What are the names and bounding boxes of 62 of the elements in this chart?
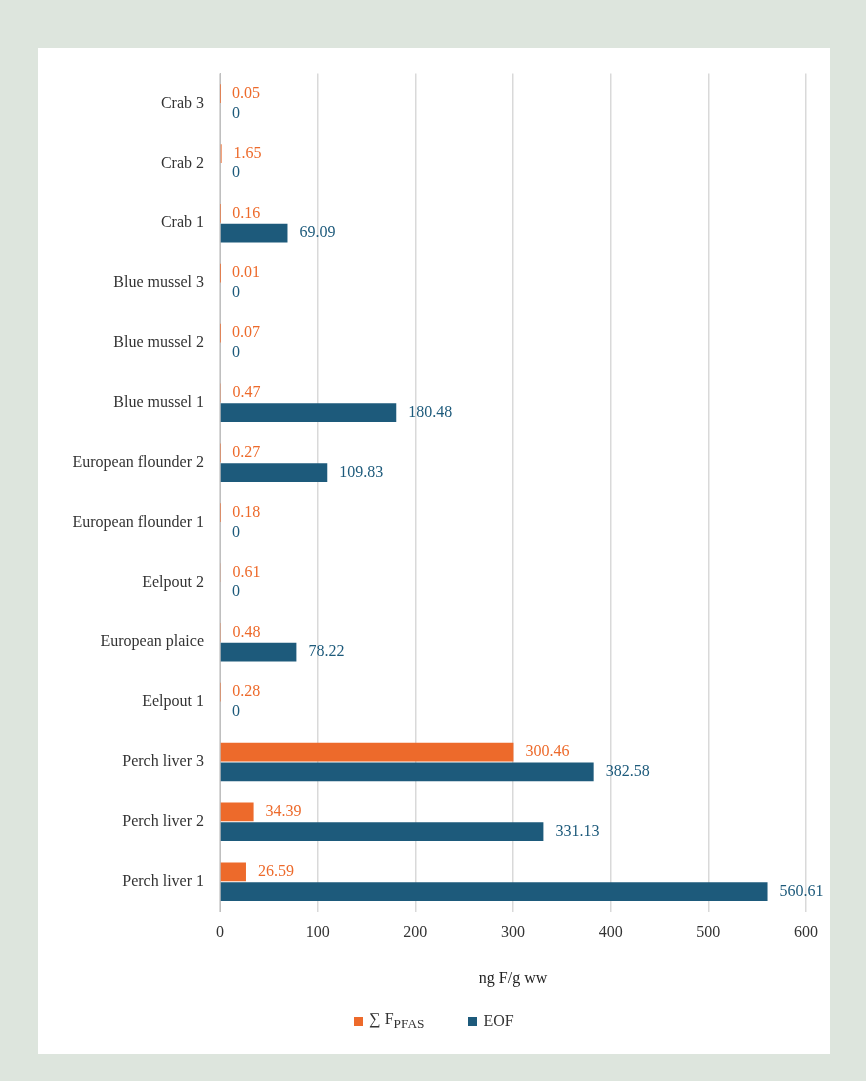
legend-label: ∑ F$_{PFAS}$ [369, 1010, 425, 1033]
bar [220, 463, 328, 482]
bar [220, 882, 768, 901]
data-label: 0.47 [232, 383, 261, 401]
y-tick-label: Crab 2 [160, 153, 204, 171]
data-label: 382.58 [605, 762, 650, 780]
y-tick-label: Crab 1 [160, 213, 204, 231]
y-tick-label: Perch liver 1 [122, 871, 204, 889]
data-label: 1.65 [233, 143, 262, 161]
data-label: 69.09 [299, 223, 336, 241]
data-label: 34.39 [265, 802, 302, 820]
y-tick-label: Perch liver 3 [122, 752, 204, 770]
data-label: 0.18 [232, 502, 261, 520]
data-label: 0.16 [232, 203, 261, 221]
data-label: 0.27 [232, 443, 261, 460]
data-label: 0.05 [232, 83, 261, 101]
data-label: 180.48 [408, 402, 453, 420]
x-tick-label: 200 [403, 923, 428, 941]
data-label: 109.83 [339, 462, 384, 480]
y-tick-label: Eelpout 1 [142, 692, 204, 711]
data-label: 78.22 [308, 642, 345, 660]
x-tick-label: 400 [598, 923, 623, 941]
x-tick-label: 600 [794, 923, 818, 941]
data-label: 0 [232, 283, 240, 301]
bar [220, 223, 288, 243]
data-label: 0 [232, 163, 240, 181]
y-tick-label: Blue mussel 1 [113, 393, 204, 411]
data-label: 300.46 [525, 742, 570, 760]
data-label: 331.13 [555, 821, 600, 839]
y-tick-label: Blue mussel 3 [113, 273, 204, 291]
data-label: 0 [232, 103, 240, 121]
x-tick-label: 0 [216, 923, 224, 941]
x-tick-label: 300 [501, 923, 525, 941]
data-label: 0 [232, 582, 240, 600]
data-label: 0 [232, 343, 240, 361]
y-tick-label: European plaice [100, 632, 204, 651]
data-label: 0.61 [232, 562, 261, 580]
data-label: 0 [232, 522, 240, 540]
bar [220, 802, 254, 822]
bar [220, 762, 594, 782]
data-label: 0.01 [232, 263, 261, 281]
bar [220, 403, 397, 423]
data-label: 26.59 [257, 862, 294, 879]
bar [220, 862, 246, 882]
legend-label: EOF [483, 1012, 514, 1031]
y-tick-label: European flounder 1 [72, 512, 204, 531]
y-tick-label: Perch liver 2 [122, 812, 204, 830]
x-axis-title: ng F/g ww [478, 968, 548, 987]
bar [220, 742, 514, 762]
data-label: 0.07 [232, 323, 261, 341]
bar [220, 642, 297, 662]
bar [220, 822, 544, 842]
data-label: 0.28 [232, 682, 261, 700]
y-tick-label: Blue mussel 2 [113, 333, 204, 351]
y-tick-label: Eelpout 2 [142, 572, 204, 591]
x-tick-label: 500 [696, 923, 721, 941]
data-label: 0 [232, 702, 240, 720]
y-tick-label: Crab 3 [160, 93, 204, 111]
y-tick-label: European flounder 2 [72, 452, 204, 471]
data-label: 0.48 [232, 622, 261, 640]
data-label: 560.61 [779, 881, 824, 899]
x-tick-label: 100 [305, 923, 330, 941]
